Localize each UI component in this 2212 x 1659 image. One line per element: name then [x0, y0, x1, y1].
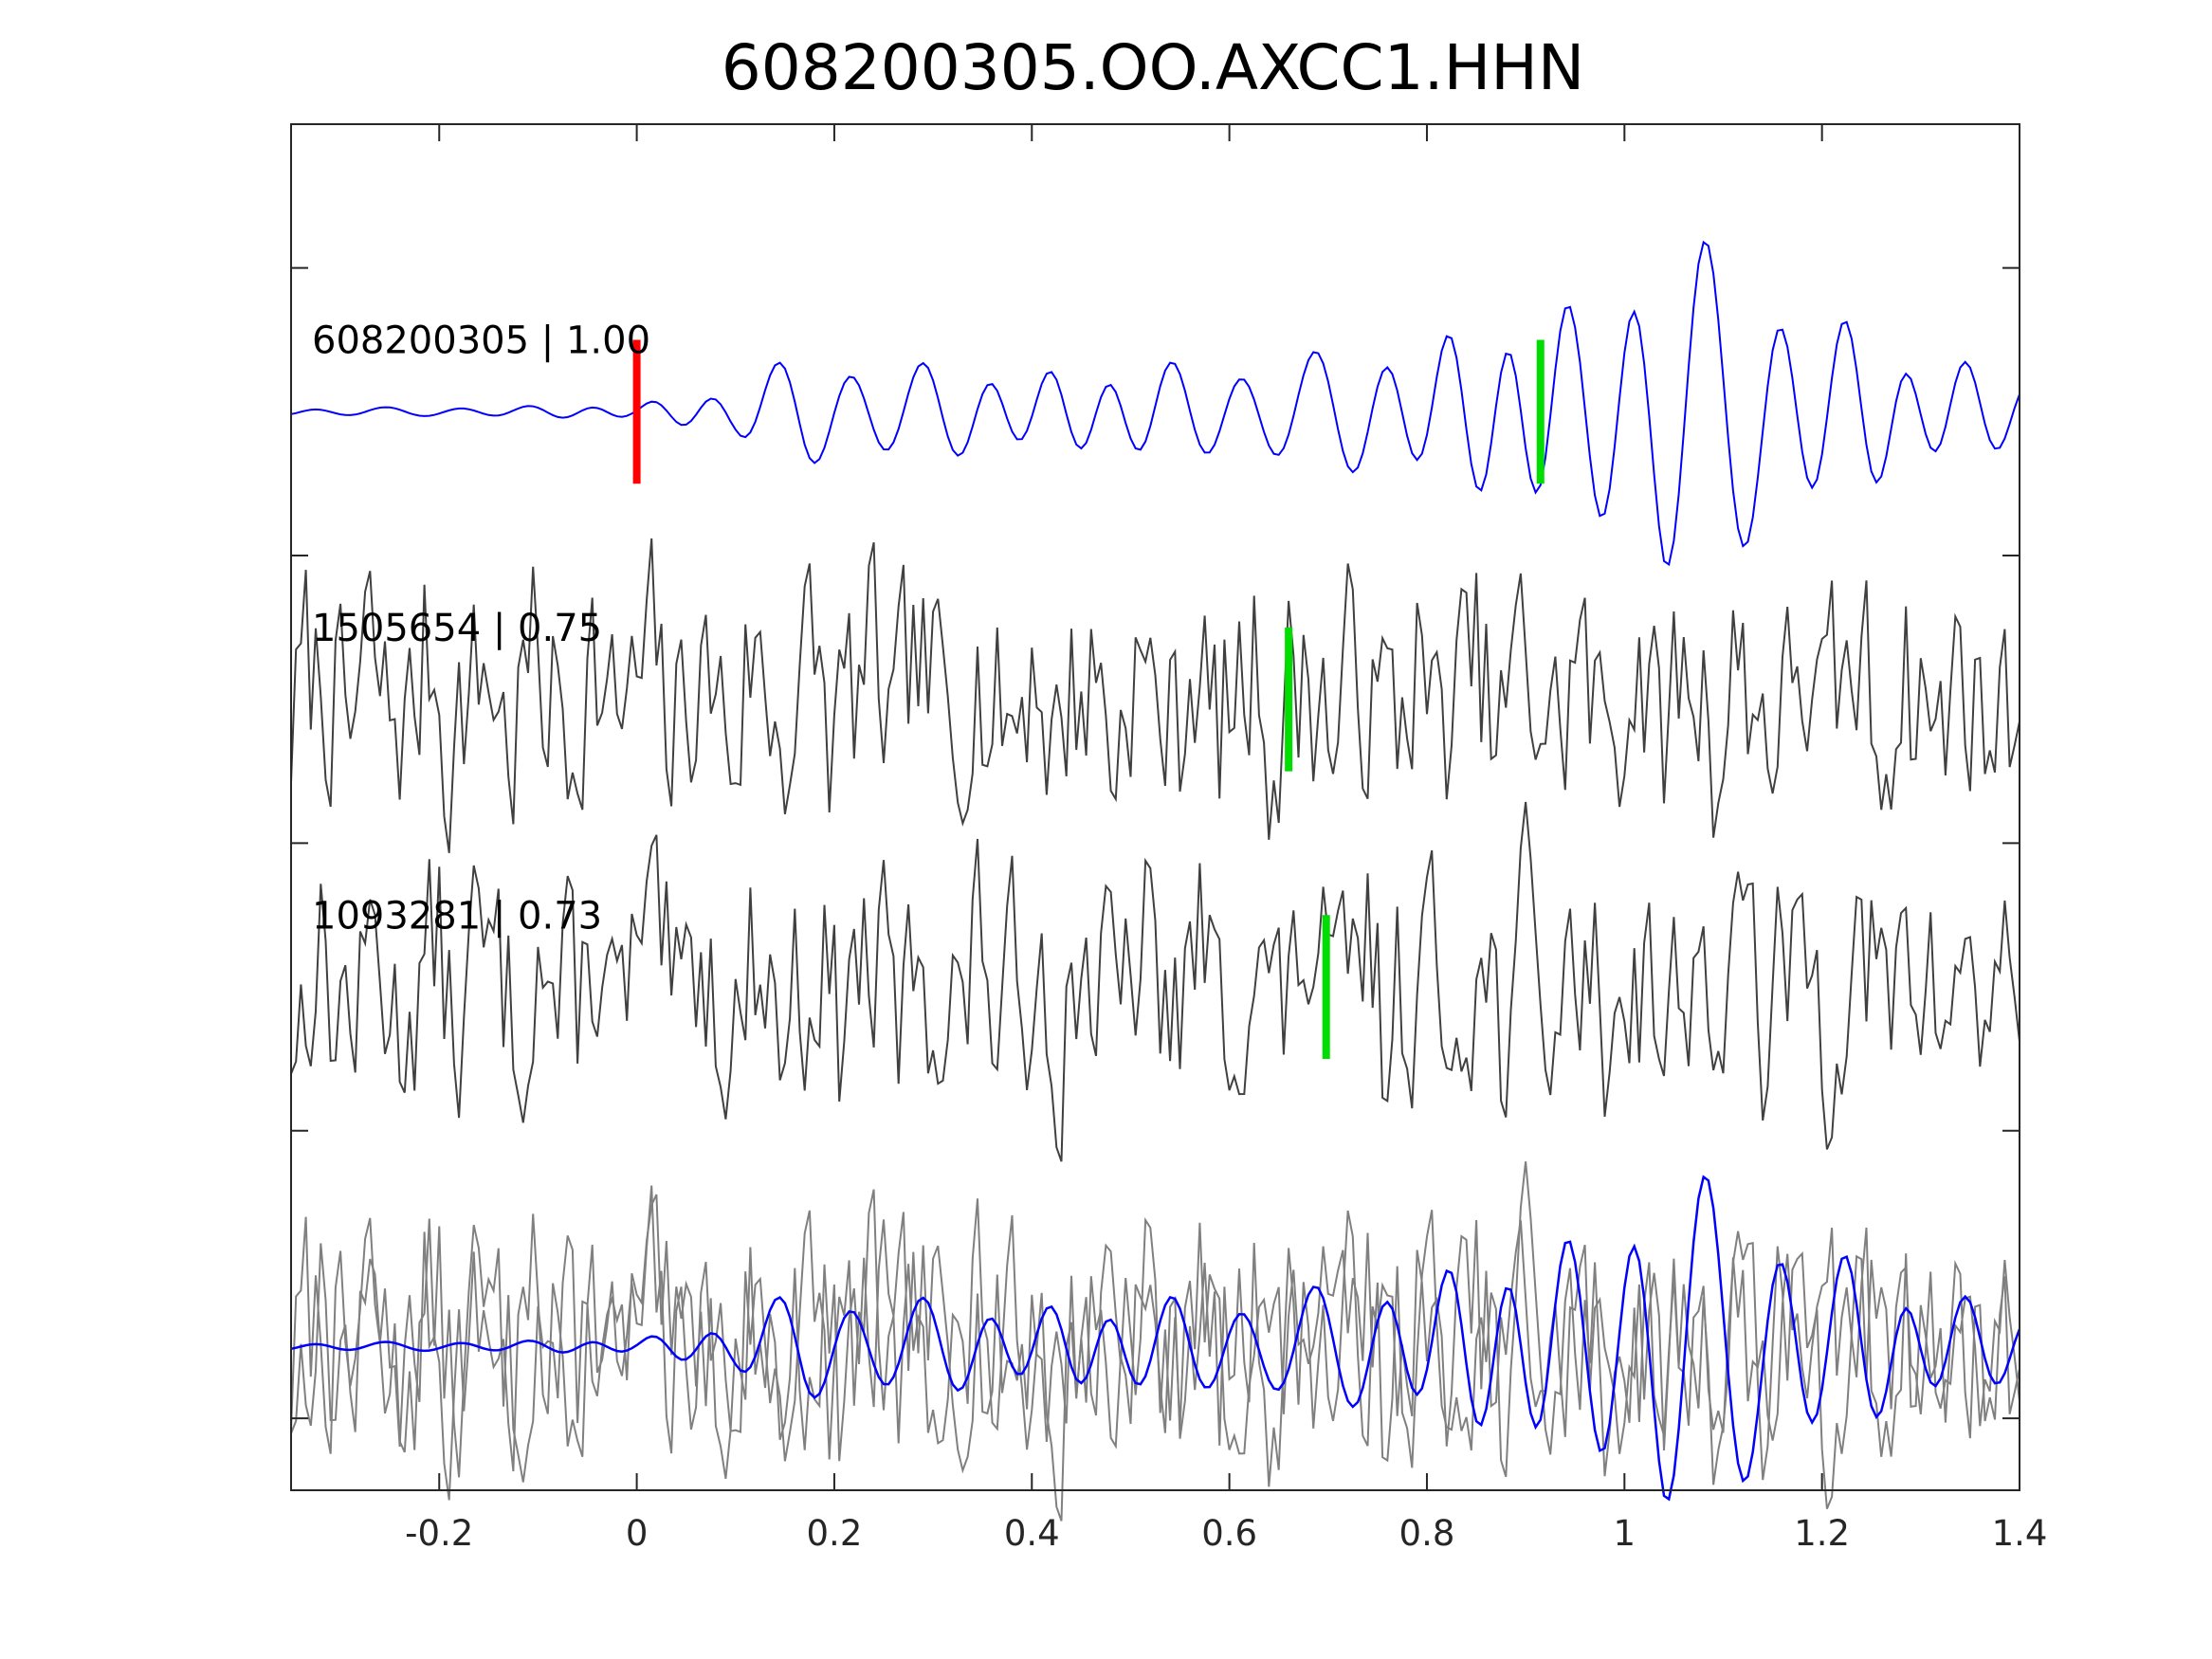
- overlay-trace: [290, 1161, 2020, 1522]
- x-tick-label: 0.4: [1004, 1513, 1060, 1554]
- trace-line: [290, 801, 2020, 1162]
- x-tick-label: 1.2: [1794, 1513, 1850, 1554]
- x-tick-label: 0.8: [1399, 1513, 1455, 1554]
- overlay-template: [290, 1175, 2021, 1502]
- y-axis: [291, 266, 2020, 1420]
- x-tick-label: 0: [626, 1513, 649, 1554]
- chart-title: 608200305.OO.AXCC1.HHN: [722, 31, 1584, 104]
- trace-label: 1505654 | 0.75: [312, 607, 602, 650]
- x-axis: -0.2 0 0.2 0.4 0.6 0.8 1 1.2 1.4: [405, 124, 2047, 1554]
- x-tick-label: -0.2: [405, 1513, 473, 1554]
- x-tick-label: 0.6: [1201, 1513, 1257, 1554]
- x-tick-label: 1: [1614, 1513, 1636, 1554]
- plot-area: [290, 240, 2021, 1522]
- axes-frame: [290, 123, 2020, 1491]
- trace-label: 608200305 | 1.00: [312, 319, 650, 363]
- x-tick-label: 0.2: [807, 1513, 863, 1554]
- trace-line: [290, 538, 2020, 853]
- x-tick-label: 1.4: [1992, 1513, 2048, 1554]
- trace-line: [290, 240, 2020, 567]
- trace-label: 1093281 | 0.73: [312, 894, 602, 938]
- trace-labels: 608200305 | 1.00 1505654 | 0.75 1093281 | …: [312, 319, 650, 939]
